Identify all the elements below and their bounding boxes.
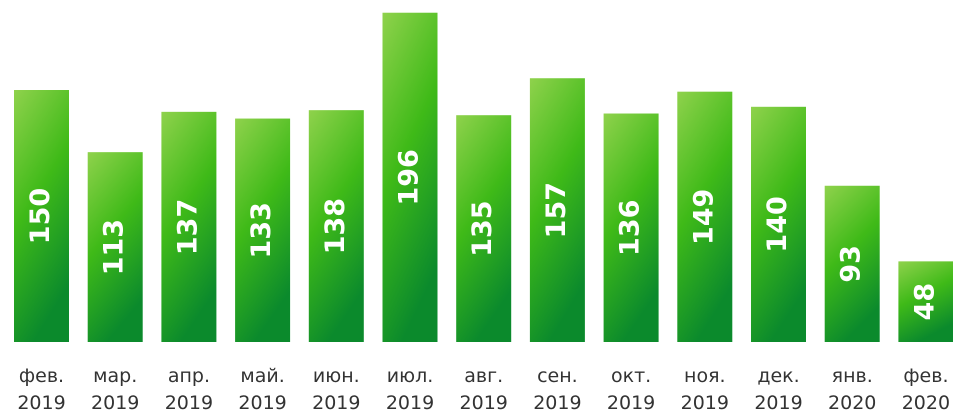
value-label: 113 bbox=[99, 219, 130, 275]
bar bbox=[529, 78, 585, 343]
x-tick-label: авг. 2019 bbox=[460, 365, 508, 412]
value-label: 157 bbox=[541, 182, 572, 238]
x-tick-label: мар. 2019 bbox=[91, 365, 139, 412]
value-label: 149 bbox=[688, 189, 719, 245]
bar bbox=[603, 113, 659, 343]
bar bbox=[235, 118, 291, 342]
x-tick-label: сен. 2019 bbox=[533, 365, 581, 412]
x-tick-label: янв. 2020 bbox=[828, 365, 876, 412]
bar bbox=[87, 152, 143, 342]
value-label: 133 bbox=[246, 202, 277, 258]
value-label: 135 bbox=[467, 200, 498, 256]
value-label: 196 bbox=[394, 149, 425, 205]
x-tick-label: май. 2019 bbox=[238, 365, 286, 412]
x-tick-label: окт. 2019 bbox=[607, 365, 655, 412]
value-label: 93 bbox=[836, 245, 867, 283]
x-tick-label: апр. 2019 bbox=[165, 365, 213, 412]
value-label: 137 bbox=[172, 199, 203, 255]
bar bbox=[456, 115, 512, 342]
x-tick-label: фев. 2019 bbox=[17, 365, 65, 412]
value-label: 136 bbox=[615, 200, 646, 256]
bar bbox=[161, 111, 217, 342]
x-tick-label: июл. 2019 bbox=[386, 365, 434, 412]
x-tick-label: фев. 2020 bbox=[902, 365, 950, 412]
bar bbox=[751, 106, 806, 342]
bar bbox=[824, 185, 880, 342]
x-tick-label: ноя. 2019 bbox=[681, 365, 729, 412]
bar bbox=[382, 12, 438, 342]
bar bbox=[677, 91, 733, 343]
bar bbox=[898, 261, 953, 342]
bar bbox=[14, 90, 69, 342]
bar bbox=[308, 110, 364, 342]
value-label: 48 bbox=[909, 283, 940, 321]
value-label: 150 bbox=[25, 188, 56, 244]
value-label: 138 bbox=[320, 198, 351, 254]
value-label: 140 bbox=[762, 196, 793, 252]
x-tick-label: июн. 2019 bbox=[312, 365, 360, 412]
x-tick-label: дек. 2019 bbox=[754, 365, 802, 412]
